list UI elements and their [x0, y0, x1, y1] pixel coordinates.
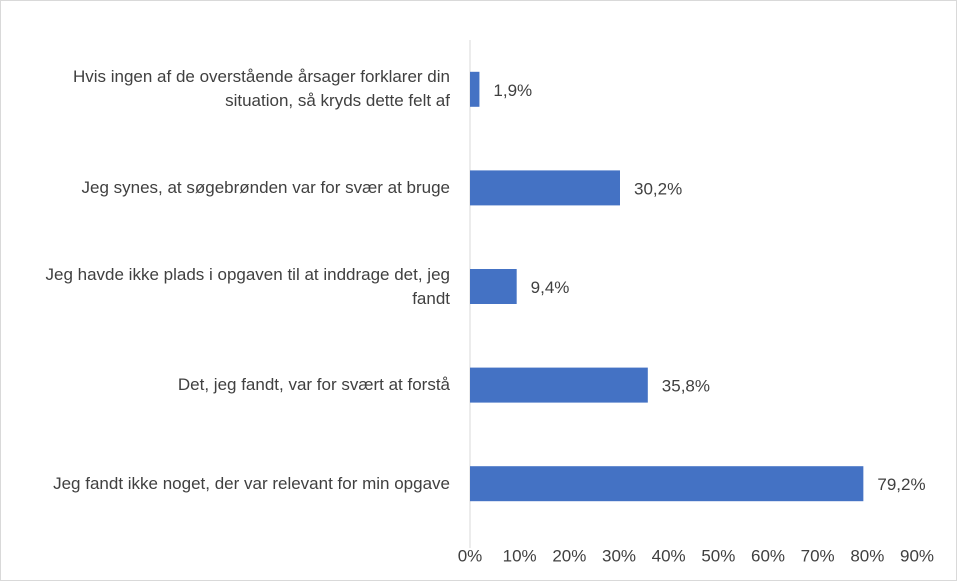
x-tick-label: 60%	[751, 546, 785, 565]
value-label: 35,8%	[662, 377, 710, 396]
category-label: Jeg synes, at søgebrønden var for svær a…	[81, 177, 450, 197]
x-tick-label: 70%	[801, 546, 835, 565]
x-tick-label: 50%	[701, 546, 735, 565]
bar	[470, 170, 620, 206]
value-label: 1,9%	[493, 81, 532, 100]
x-tick-label: 80%	[850, 546, 884, 565]
category-label: Jeg havde ikke plads i opgaven til at in…	[45, 264, 451, 308]
category-label: Jeg fandt ikke noget, der var relevant f…	[53, 473, 450, 493]
x-tick-label: 20%	[552, 546, 586, 565]
x-tick-label: 40%	[652, 546, 686, 565]
value-label: 9,4%	[531, 278, 570, 297]
bar	[470, 466, 864, 502]
category-label: Hvis ingen af de overstående årsager for…	[72, 67, 450, 111]
x-tick-label: 90%	[900, 546, 934, 565]
value-label: 30,2%	[634, 179, 682, 198]
bar	[470, 71, 480, 107]
bar	[470, 269, 517, 304]
value-label: 79,2%	[877, 475, 925, 494]
x-tick-label: 10%	[503, 546, 537, 565]
x-tick-label: 0%	[458, 546, 483, 565]
bar	[470, 367, 648, 403]
x-tick-label: 30%	[602, 546, 636, 565]
category-label: Det, jeg fandt, var for svært at forstå	[177, 375, 450, 395]
